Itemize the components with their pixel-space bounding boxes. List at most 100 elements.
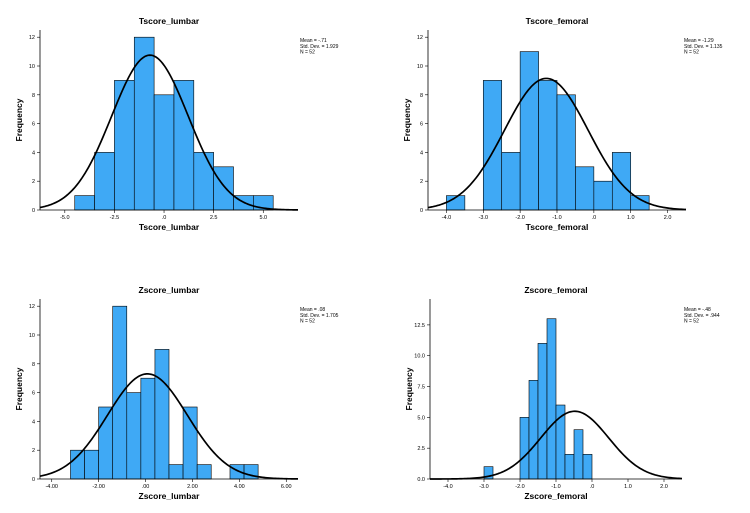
y-tick-label: 2	[32, 179, 35, 185]
y-tick-label: 0	[32, 477, 35, 483]
stats-line: Std. Dev. = .944	[684, 313, 720, 319]
histogram-bar	[528, 380, 539, 480]
chart-title: Tscore_lumbar	[139, 16, 200, 26]
x-axis-label: Zscore_lumbar	[139, 491, 201, 501]
y-tick-label: 12	[417, 35, 423, 41]
histogram-panel-2: 0 2 4 6 8 10 12 -4.0 -3.0 -2.0 -1.0 .0 1.0 2.0 Tscore_…	[402, 16, 723, 232]
y-tick-label: 4	[420, 150, 423, 156]
x-tick-label: -3.0	[479, 215, 488, 221]
x-tick-label: .0	[162, 215, 167, 221]
stats-line: Std. Dev. = 1.929	[300, 44, 339, 50]
y-tick-label: 10	[29, 333, 35, 339]
histogram-bar	[84, 449, 99, 480]
stats-line: N = 52	[684, 50, 699, 56]
x-tick-label: .0	[592, 215, 597, 221]
histogram-bar	[556, 94, 576, 211]
x-tick-label: 1.0	[624, 484, 632, 490]
y-tick-label: 10	[29, 64, 35, 70]
stats-line: Std. Dev. = 1.705	[300, 313, 339, 319]
histogram-bar	[213, 166, 234, 211]
normal-curve	[39, 54, 299, 211]
histogram-bar	[537, 343, 548, 480]
x-axis-label: Tscore_femoral	[526, 222, 589, 232]
histogram-bar	[126, 392, 142, 480]
x-tick-label: -4.0	[442, 215, 451, 221]
histogram-bar	[519, 51, 539, 211]
histogram-bar	[193, 152, 214, 211]
histogram-bar	[575, 166, 595, 211]
x-tick-label: 2.5	[210, 215, 218, 221]
histogram-bar	[546, 318, 557, 480]
y-tick-label: 0.0	[417, 477, 425, 483]
y-tick-label: 2	[32, 448, 35, 454]
histogram-bar	[611, 152, 632, 211]
y-tick-label: 4	[32, 150, 35, 156]
histogram-bar	[140, 377, 156, 480]
y-tick-label: 10	[417, 64, 423, 70]
x-tick-label: .00	[142, 484, 150, 490]
histogram-panel-4: 0.0 2.5 5.0 7.5 10.0 12.5 -4.0 -3.0 -2.0 -1.0 .0 1.…	[404, 285, 720, 501]
x-tick-label: -3.0	[479, 484, 488, 490]
chart-title: Tscore_femoral	[526, 16, 589, 26]
stats-line: Mean = .08	[300, 307, 325, 313]
stats-line: N = 52	[300, 50, 315, 56]
x-axis-label: Zscore_femoral	[524, 491, 587, 501]
x-axis-label: Tscore_lumbar	[139, 222, 200, 232]
histogram-bar	[168, 464, 184, 480]
histogram-bar	[70, 449, 85, 480]
x-tick-label: -1.0	[551, 484, 560, 490]
histogram-bar	[519, 417, 530, 480]
stats-line: Std. Dev. = 1.135	[684, 44, 723, 50]
histogram-bar	[538, 80, 558, 211]
x-tick-label: 6.00	[281, 484, 292, 490]
y-tick-label: 2	[420, 179, 423, 185]
normal-curve	[427, 77, 687, 211]
histogram-bar	[501, 152, 521, 211]
x-tick-label: 1.0	[627, 215, 635, 221]
histogram-bar	[482, 80, 503, 211]
x-tick-label: 4.00	[234, 484, 245, 490]
y-tick-label: 5.0	[417, 415, 425, 421]
x-tick-label: -1.0	[552, 215, 561, 221]
histogram-bar	[173, 80, 195, 211]
x-tick-label: -4.00	[45, 484, 58, 490]
histogram-bar	[74, 195, 95, 211]
y-tick-label: 4	[32, 419, 35, 425]
x-tick-label: -5.0	[60, 215, 69, 221]
stats-line: Mean = -.48	[684, 307, 711, 313]
y-tick-label: 8	[420, 93, 423, 99]
histogram-bar	[153, 94, 175, 211]
histogram-bar	[573, 429, 584, 480]
histogram-bar	[564, 454, 575, 480]
y-tick-label: 7.5	[417, 385, 425, 391]
y-tick-label: 6	[32, 122, 35, 128]
histogram-bar	[182, 406, 198, 480]
stats-line: Mean = -.71	[300, 38, 327, 44]
y-axis-label: Frequency	[404, 367, 414, 410]
y-tick-label: 12	[29, 304, 35, 310]
y-tick-label: 2.5	[417, 446, 425, 452]
y-tick-label: 10.0	[414, 354, 425, 360]
histogram-panel-3: 0 2 4 6 8 10 12 -4.00 -2.00 .00 2.00 4.00 6.00 Zscore…	[14, 285, 339, 501]
histogram-bar	[94, 152, 115, 211]
stats-line: N = 52	[684, 319, 699, 325]
y-tick-label: 0	[32, 208, 35, 214]
y-tick-label: 8	[32, 93, 35, 99]
y-axis-label: Frequency	[14, 367, 24, 410]
y-tick-label: 0	[420, 208, 423, 214]
y-tick-label: 6	[420, 122, 423, 128]
stats-line: Mean = -1.29	[684, 38, 714, 44]
x-tick-label: 2.0	[664, 215, 672, 221]
y-axis-label: Frequency	[402, 98, 412, 141]
x-tick-label: .0	[590, 484, 595, 490]
y-tick-label: 12.5	[414, 323, 425, 329]
x-tick-label: 2.0	[660, 484, 668, 490]
y-tick-label: 12	[29, 35, 35, 41]
y-tick-label: 6	[32, 391, 35, 397]
x-tick-label: 2.00	[187, 484, 198, 490]
stats-line: N = 52	[300, 319, 315, 325]
histogram-bar	[593, 180, 613, 211]
chart-title: Zscore_lumbar	[139, 285, 201, 295]
y-tick-label: 8	[32, 362, 35, 368]
